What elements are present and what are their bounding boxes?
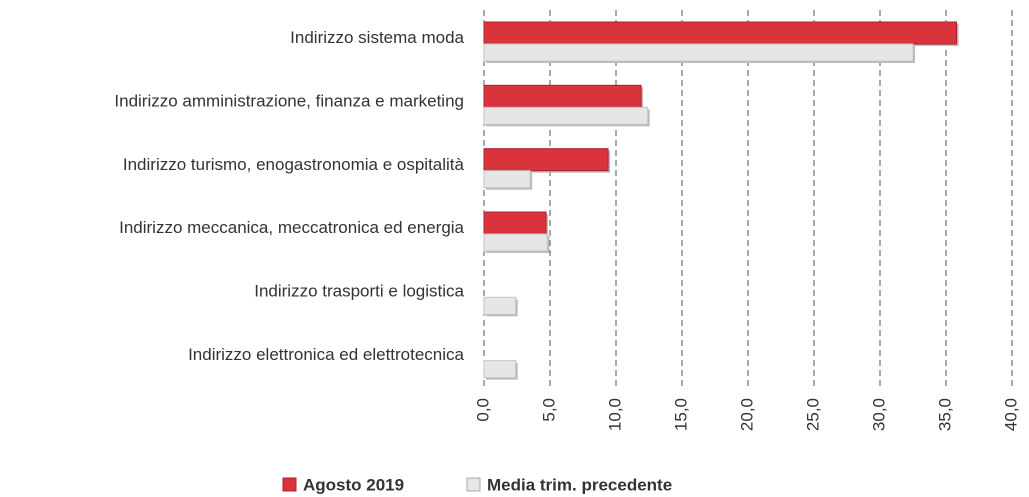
bar: [483, 170, 531, 189]
bar: [483, 296, 517, 315]
category-label: Indirizzo trasporti e logistica: [254, 281, 464, 300]
legend-swatch: [282, 477, 297, 492]
legend-swatch: [466, 477, 481, 492]
x-tick-label: 0,0: [473, 398, 492, 422]
bar: [483, 148, 609, 172]
legend-label: Agosto 2019: [303, 475, 404, 494]
bar: [483, 21, 958, 45]
bar: [483, 233, 548, 252]
legend-label: Media trim. precedente: [487, 475, 672, 494]
bar: [483, 106, 649, 125]
category-label: Indirizzo turismo, enogastronomia e ospi…: [123, 155, 465, 174]
x-tick-label: 30,0: [869, 398, 888, 431]
category-label: Indirizzo elettronica ed elettrotecnica: [188, 345, 464, 364]
x-tick-label: 15,0: [671, 398, 690, 431]
x-tick-label: 35,0: [935, 398, 954, 431]
x-tick-label: 40,0: [1001, 398, 1020, 431]
category-label: Indirizzo amministrazione, finanza e mar…: [114, 91, 464, 110]
bar: [483, 360, 517, 379]
x-tick-label: 20,0: [737, 398, 756, 431]
x-tick-label: 25,0: [803, 398, 822, 431]
x-tick-label: 10,0: [605, 398, 624, 431]
category-label: Indirizzo meccanica, meccatronica ed ene…: [119, 218, 464, 237]
x-tick-label: 5,0: [539, 398, 558, 422]
bar: [483, 43, 914, 62]
bar: [483, 211, 547, 235]
category-label: Indirizzo sistema moda: [290, 28, 464, 47]
bar: [483, 84, 642, 108]
